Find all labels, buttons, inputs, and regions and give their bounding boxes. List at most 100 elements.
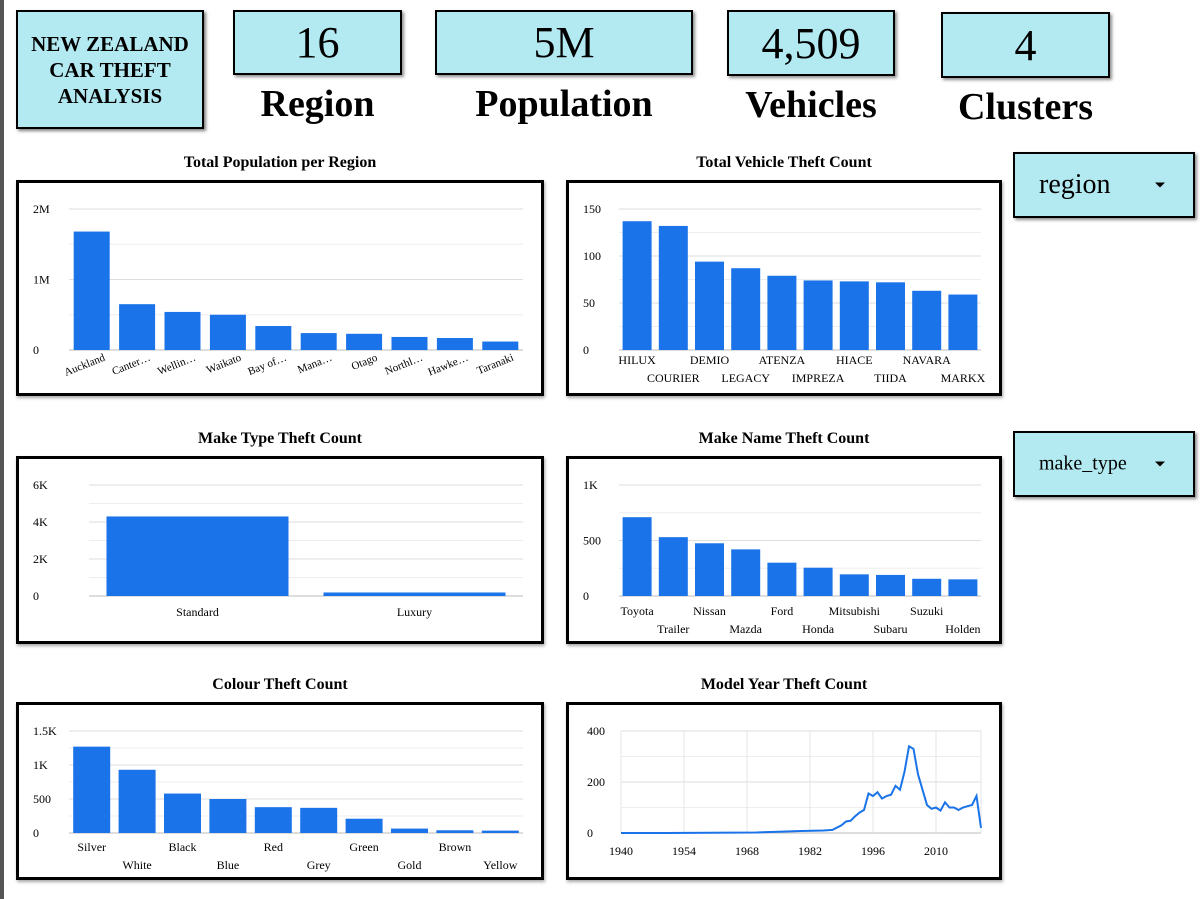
x-tick-label: DEMIO bbox=[690, 353, 730, 367]
bar bbox=[948, 294, 978, 350]
kpi-region-box: 16 bbox=[233, 10, 402, 75]
make-type-filter-dropdown[interactable]: make_type bbox=[1013, 431, 1195, 497]
bar bbox=[622, 221, 652, 350]
y-tick-label: 0 bbox=[583, 343, 589, 357]
bar bbox=[876, 282, 905, 350]
y-tick-label: 100 bbox=[583, 249, 601, 263]
kpi-vehicles-label: Vehicles bbox=[745, 84, 877, 126]
colour-chart-title: Colour Theft Count bbox=[212, 676, 348, 693]
y-tick-label: 0 bbox=[587, 826, 593, 840]
x-tick-label: Holden bbox=[945, 622, 980, 636]
bar bbox=[436, 830, 474, 833]
kpi-population-label: Population bbox=[475, 83, 653, 125]
bar bbox=[209, 314, 246, 350]
bar bbox=[119, 304, 156, 350]
x-tick-label: Northl… bbox=[383, 352, 424, 378]
bar bbox=[839, 574, 869, 596]
x-tick-label: Bay of… bbox=[246, 352, 288, 378]
kpi-vehicles-value: 4,509 bbox=[761, 18, 861, 68]
bar bbox=[391, 336, 428, 350]
bar bbox=[436, 338, 473, 350]
x-tick-label: Suzuki bbox=[910, 604, 944, 618]
x-tick-label: Mazda bbox=[729, 622, 762, 636]
x-tick-label: Grey bbox=[307, 858, 331, 872]
x-tick-label: NAVARA bbox=[903, 353, 952, 367]
bar bbox=[948, 579, 978, 596]
modelyear-chart-title: Model Year Theft Count bbox=[700, 676, 868, 693]
makename-chart-title: Make Name Theft Count bbox=[698, 430, 870, 447]
vehicle-chart: 0 50 100 150 HILUX COURIER DEMIO LEGACY ATENZA IM… bbox=[566, 180, 1002, 396]
x-tick-label: HIACE bbox=[836, 353, 873, 367]
y-tick-label: 1K bbox=[583, 478, 598, 492]
bar bbox=[658, 537, 688, 596]
bar bbox=[300, 333, 337, 350]
x-tick-label: Green bbox=[349, 840, 378, 854]
bar bbox=[767, 562, 797, 596]
x-tick-label: Red bbox=[264, 840, 283, 854]
bar bbox=[839, 281, 869, 350]
caret-down-icon bbox=[1155, 182, 1165, 188]
bar bbox=[106, 516, 289, 596]
x-tick-label: Gold bbox=[398, 858, 422, 872]
bar bbox=[209, 799, 247, 833]
colour-chart: 0 500 1K 1.5K Silver White Black Blue Red Grey Gre… bbox=[16, 702, 544, 880]
x-tick-label: 1968 bbox=[735, 844, 759, 858]
kpi-population-value: 5M bbox=[533, 18, 595, 67]
x-tick-label: Ford bbox=[771, 604, 794, 618]
x-tick-label: Mana… bbox=[296, 352, 334, 377]
y-tick-label: 1.5K bbox=[33, 724, 57, 738]
region-filter-dropdown[interactable]: region bbox=[1013, 152, 1195, 218]
bar bbox=[346, 333, 383, 350]
x-tick-label: Mitsubishi bbox=[829, 604, 881, 618]
x-tick-label: Luxury bbox=[397, 605, 432, 619]
y-tick-label: 1M bbox=[33, 273, 50, 287]
y-tick-label: 400 bbox=[587, 724, 605, 738]
maketype-chart: 0 2K 4K 6K Standard Luxury bbox=[16, 456, 544, 644]
bar bbox=[481, 830, 519, 833]
x-tick-label: 1954 bbox=[672, 844, 696, 858]
bar bbox=[323, 592, 506, 596]
x-tick-label: Nissan bbox=[693, 604, 726, 618]
x-tick-label: COURIER bbox=[647, 371, 700, 385]
x-tick-label: Trailer bbox=[657, 622, 689, 636]
y-tick-label: 0 bbox=[583, 589, 589, 603]
y-tick-label: 50 bbox=[583, 296, 595, 310]
bar bbox=[695, 261, 724, 350]
population-chart: 0 1M 2M Auckland Canter… Wellin… Waikato Bay of… bbox=[16, 180, 544, 396]
y-tick-label: 500 bbox=[33, 792, 51, 806]
dashboard-title-text: NEW ZEALAND CAR THEFT ANALYSIS bbox=[31, 31, 189, 108]
x-tick-label: White bbox=[122, 858, 151, 872]
bar bbox=[73, 746, 111, 833]
modelyear-chart: 0 200 400 1940 1954 1968 1982 1996 2010 bbox=[566, 702, 1002, 880]
x-tick-label: Canter… bbox=[110, 352, 152, 378]
x-tick-label: HILUX bbox=[618, 353, 656, 367]
kpi-vehicles-box: 4,509 bbox=[727, 10, 895, 76]
maketype-chart-title: Make Type Theft Count bbox=[197, 430, 362, 447]
x-tick-label: TIIDA bbox=[874, 371, 907, 385]
bar bbox=[73, 231, 110, 350]
y-tick-label: 2M bbox=[33, 202, 50, 216]
bar bbox=[482, 341, 519, 350]
x-tick-label: MARKX bbox=[941, 371, 986, 385]
x-tick-label: Yellow bbox=[483, 858, 517, 872]
bar bbox=[731, 268, 761, 350]
x-tick-label: Taranaki bbox=[475, 352, 515, 377]
bar bbox=[255, 326, 292, 350]
y-tick-label: 200 bbox=[587, 775, 605, 789]
x-tick-label: 2010 bbox=[924, 844, 948, 858]
bar bbox=[300, 807, 338, 833]
y-tick-label: 0 bbox=[33, 343, 39, 357]
y-tick-label: 500 bbox=[583, 534, 601, 548]
x-tick-label: ATENZA bbox=[759, 353, 806, 367]
bar bbox=[164, 311, 201, 350]
bar bbox=[622, 517, 652, 596]
y-tick-label: 2K bbox=[33, 552, 48, 566]
y-tick-label: 150 bbox=[583, 202, 601, 216]
y-tick-label: 6K bbox=[33, 478, 48, 492]
x-tick-label: Toyota bbox=[621, 604, 655, 618]
bar bbox=[803, 567, 833, 596]
makename-chart: 0 500 1K Toyota Trailer Nissan Mazda Ford Honda M… bbox=[566, 456, 1002, 644]
kpi-region-label: Region bbox=[260, 83, 375, 125]
bar bbox=[658, 225, 688, 350]
bar bbox=[118, 769, 156, 833]
